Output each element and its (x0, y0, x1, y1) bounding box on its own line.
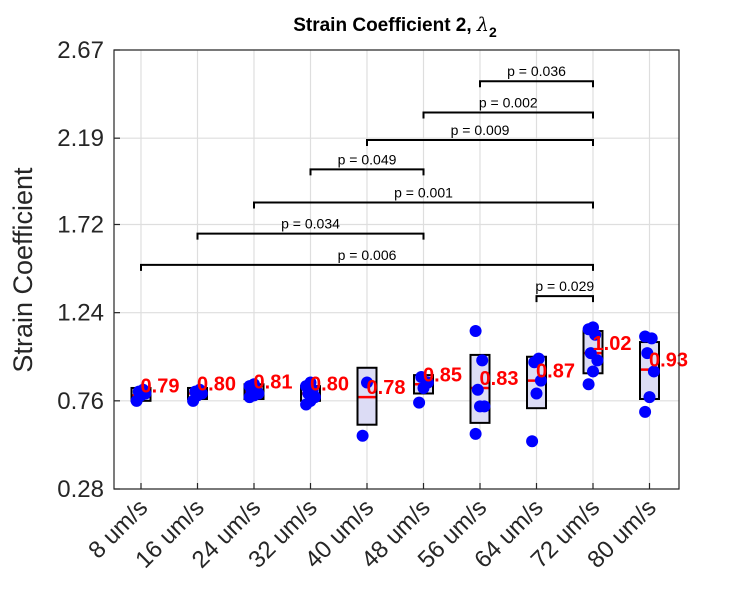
x-axis-ticks: 8 um/s16 um/s24 um/s32 um/s40 um/s48 um/… (83, 483, 662, 574)
median-label: 0.87 (536, 361, 575, 383)
y-tick-label: 2.67 (57, 37, 104, 64)
p-value-label: p = 0.049 (338, 151, 397, 167)
p-value-label: p = 0.034 (281, 216, 340, 232)
data-point (469, 325, 482, 338)
data-point (415, 370, 428, 383)
median-label: 0.80 (197, 373, 236, 395)
median-label: 0.85 (423, 364, 462, 386)
significance-bracket (140, 263, 594, 271)
data-point (248, 378, 260, 391)
data-point (413, 396, 426, 409)
y-axis-label: Strain Coefficient (8, 167, 38, 373)
data-point (534, 374, 547, 387)
significance-bracket (196, 232, 425, 240)
median-label: 0.79 (141, 375, 180, 397)
data-point (137, 383, 150, 396)
data-point (476, 354, 489, 367)
data-point (193, 383, 206, 396)
significance-bracket (479, 80, 594, 88)
significance-bracket (366, 139, 594, 147)
data-point (647, 365, 660, 378)
data-point (526, 435, 539, 448)
median-label: 1.02 (593, 333, 632, 355)
data-point (587, 365, 599, 378)
significance-bracket (309, 168, 425, 176)
chart-title-subscript: 2 (489, 24, 497, 40)
data-point (532, 352, 545, 365)
data-point (478, 400, 491, 413)
data-point (471, 383, 484, 396)
p-value-label: p = 0.002 (479, 94, 538, 110)
data-point (643, 391, 656, 404)
chart-title-symbol: λ (476, 14, 489, 36)
plot-frame (113, 49, 680, 490)
chart-title-text: Strain Coefficient 2, (293, 15, 477, 36)
grid-lines (114, 49, 679, 490)
p-value-label: p = 0.009 (451, 122, 510, 138)
p-value-label: p = 0.001 (394, 184, 453, 200)
y-tick-label: 2.19 (57, 125, 104, 152)
data-point (469, 427, 482, 440)
significance-bracket (422, 111, 594, 119)
data-point (530, 387, 543, 400)
data-point (582, 378, 595, 391)
data-point (356, 429, 369, 442)
significance-bracket (535, 295, 594, 303)
data-point (641, 347, 654, 360)
p-value-label: p = 0.006 (338, 247, 397, 263)
median-label: 0.93 (649, 350, 688, 372)
data-point (584, 347, 597, 360)
significance-bracket (253, 201, 594, 209)
median-label: 0.78 (367, 377, 406, 399)
y-tick-label: 0.28 (57, 476, 104, 503)
y-tick-label: 1.72 (57, 211, 104, 238)
data-point (587, 321, 599, 334)
chart-title: Strain Coefficient 2, λ2 (293, 14, 497, 40)
y-tick-label: 1.24 (57, 300, 104, 327)
data-point (639, 330, 652, 343)
p-value-label: p = 0.029 (535, 278, 594, 294)
significance-brackets: p = 0.006 p = 0.034 p = 0.001 p = 0.049 p = … (140, 63, 594, 303)
data-point (304, 376, 317, 389)
median-labels: 0.79 0.80 0.81 0.80 0.78 0.85 0.83 0.87 1.02 0.93 (141, 333, 688, 399)
median-label: 0.81 (254, 372, 293, 394)
data-points (130, 321, 660, 448)
p-value-label: p = 0.036 (507, 63, 566, 79)
y-tick-label: 0.76 (57, 388, 104, 415)
median-label: 0.80 (310, 373, 349, 395)
data-point (639, 405, 652, 418)
y-axis-ticks: 0.28 0.76 1.24 1.72 2.19 2.67 (57, 37, 120, 503)
data-point (361, 376, 373, 389)
median-label: 0.83 (480, 368, 519, 390)
